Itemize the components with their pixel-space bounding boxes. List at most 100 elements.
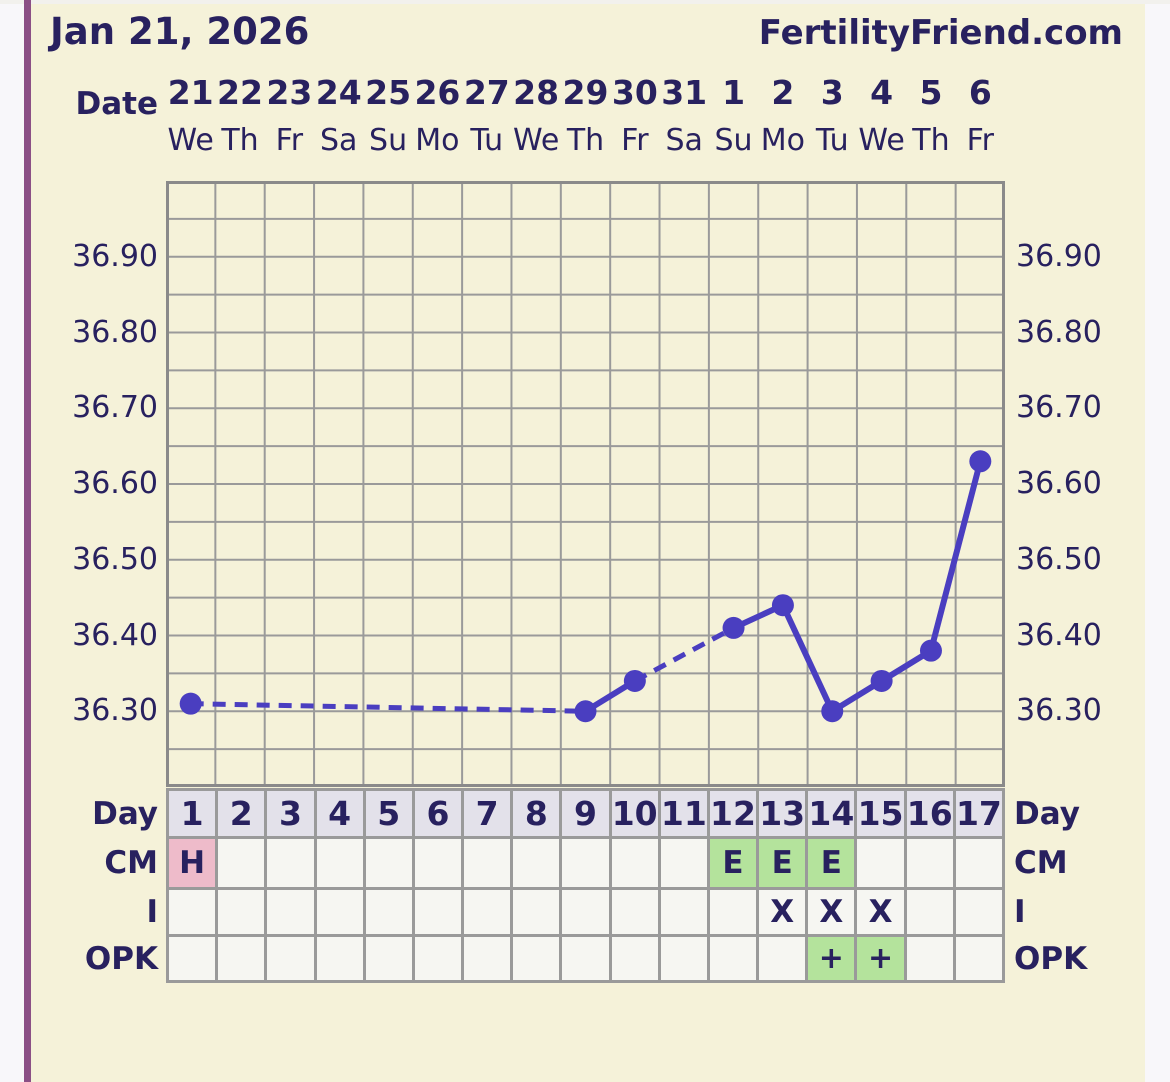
cm-cell: [218, 839, 265, 887]
day-number-cell: 13: [759, 791, 806, 836]
y-tick-label: 36.40: [72, 617, 158, 653]
day-number-cell: 14: [808, 791, 855, 836]
cm-cell: H: [169, 839, 216, 887]
weekday-tick: Th: [221, 122, 259, 158]
i-cell: [218, 890, 265, 934]
date-axis-label: Date: [75, 86, 159, 122]
weekday-tick-row: We Th Fr Sa Su Mo Tu We Th Fr Sa Su Mo Tu We Th Fr: [166, 120, 1005, 160]
day-number-cell: 5: [365, 791, 412, 836]
chart-border: [166, 181, 1005, 787]
left-accent-bar: [24, 0, 31, 1082]
date-tick: 31: [661, 72, 708, 112]
date-tick: 24: [315, 72, 362, 112]
i-cell: [267, 890, 314, 934]
date-tick: 21: [167, 72, 214, 112]
opk-cell: [759, 937, 806, 980]
i-cell: X: [808, 890, 855, 934]
opk-cell: [906, 937, 953, 980]
bbt-data-point: [623, 669, 646, 692]
y-tick-label: 36.70: [72, 390, 158, 426]
date-tick: 4: [870, 72, 894, 112]
date-tick: 1: [722, 72, 746, 112]
date-tick: 3: [820, 72, 844, 112]
cm-cell: [414, 839, 462, 887]
row-label-opk: OPK: [1014, 940, 1088, 977]
date-tick: 28: [513, 72, 560, 112]
weekday-tick: Mo: [415, 122, 460, 158]
weekday-tick: Th: [912, 122, 950, 158]
y-tick-label: 36.60: [1016, 466, 1102, 501]
y-tick-label: 36.40: [1016, 617, 1102, 653]
row-label-day: Day: [1014, 795, 1080, 832]
opk-cell: [562, 937, 609, 980]
date-tick: 29: [562, 72, 609, 112]
row-label-i: I: [146, 894, 158, 930]
i-cell: [660, 890, 707, 934]
bbt-data-point: [722, 616, 745, 639]
i-cell: [316, 890, 363, 934]
date-tick: 6: [968, 72, 992, 112]
y-tick-label: 36.30: [1016, 693, 1102, 729]
top-gutter: [0, 0, 1170, 4]
opk-cell: [316, 937, 363, 980]
i-cell: [955, 890, 1002, 934]
i-cell: [562, 890, 609, 934]
opk-cell: [218, 937, 265, 980]
cm-cell: E: [759, 839, 806, 887]
weekday-tick: Su: [714, 122, 753, 158]
day-number-cell: 9: [562, 791, 609, 836]
bbt-data-point: [919, 639, 942, 662]
y-tick-label: 36.30: [72, 693, 158, 729]
y-tick-label: 36.70: [1016, 390, 1102, 426]
y-tick-label: 36.90: [1016, 238, 1102, 274]
bbt-data-point: [969, 450, 992, 473]
i-cell: [414, 890, 462, 934]
row-label-cm: CM: [104, 845, 158, 881]
bbt-line-segment: [780, 603, 835, 713]
day-number-cell: 11: [660, 791, 707, 836]
day-number-cell: 17: [955, 791, 1002, 836]
row-label-i: I: [1014, 894, 1026, 930]
i-cell: X: [857, 890, 904, 934]
row-label-cm: CM: [1014, 845, 1068, 881]
day-number-cell: 3: [267, 791, 314, 836]
day-number-cell: 8: [513, 791, 560, 836]
opk-cell: [660, 937, 707, 980]
weekday-tick: Mo: [760, 122, 806, 158]
fertility-sign-table: 1 2 3 4 5 6 7 8 9 10 11 12 13 14 15 16 17 H E E E X X X + +: [166, 788, 1005, 983]
weekday-tick: Fr: [621, 122, 649, 158]
date-tick-row: 21 22 23 24 25 26 27 28 29 30 31 1 2 3 4 5 6: [166, 70, 1005, 114]
day-number-cell: 2: [218, 791, 265, 836]
i-cell: [611, 890, 658, 934]
brand-link[interactable]: FertilityFriend.com: [758, 13, 1123, 53]
y-tick-label: 36.80: [72, 314, 158, 350]
bbt-data-point: [771, 594, 794, 617]
date-tick: 27: [463, 72, 510, 112]
weekday-tick: Sa: [665, 122, 703, 158]
opk-cell: [709, 937, 757, 980]
weekday-tick: Fr: [966, 122, 995, 158]
opk-cell: +: [808, 937, 855, 980]
i-cell: [709, 890, 757, 934]
cm-cell: [316, 839, 363, 887]
y-tick-label: 36.80: [1016, 314, 1102, 350]
bbt-data-point: [574, 700, 597, 723]
date-tick: 25: [365, 72, 412, 112]
i-cell: X: [759, 890, 806, 934]
day-number-cell: 7: [464, 791, 511, 836]
cm-cell: [464, 839, 511, 887]
opk-cell: [955, 937, 1002, 980]
day-number-cell: 1: [169, 791, 216, 836]
weekday-tick: Tu: [815, 122, 849, 158]
cm-cell: E: [709, 839, 757, 887]
date-tick: 30: [611, 72, 658, 112]
y-tick-label: 36.90: [72, 238, 158, 274]
day-number-cell: 10: [611, 791, 658, 836]
date-tick: 22: [217, 72, 263, 112]
i-cell: [513, 890, 560, 934]
bbt-data-point: [821, 700, 844, 723]
day-number-cell: 16: [906, 791, 953, 836]
bbt-line-segment: [928, 460, 984, 652]
opk-cell: [464, 937, 511, 980]
i-cell: [906, 890, 953, 934]
